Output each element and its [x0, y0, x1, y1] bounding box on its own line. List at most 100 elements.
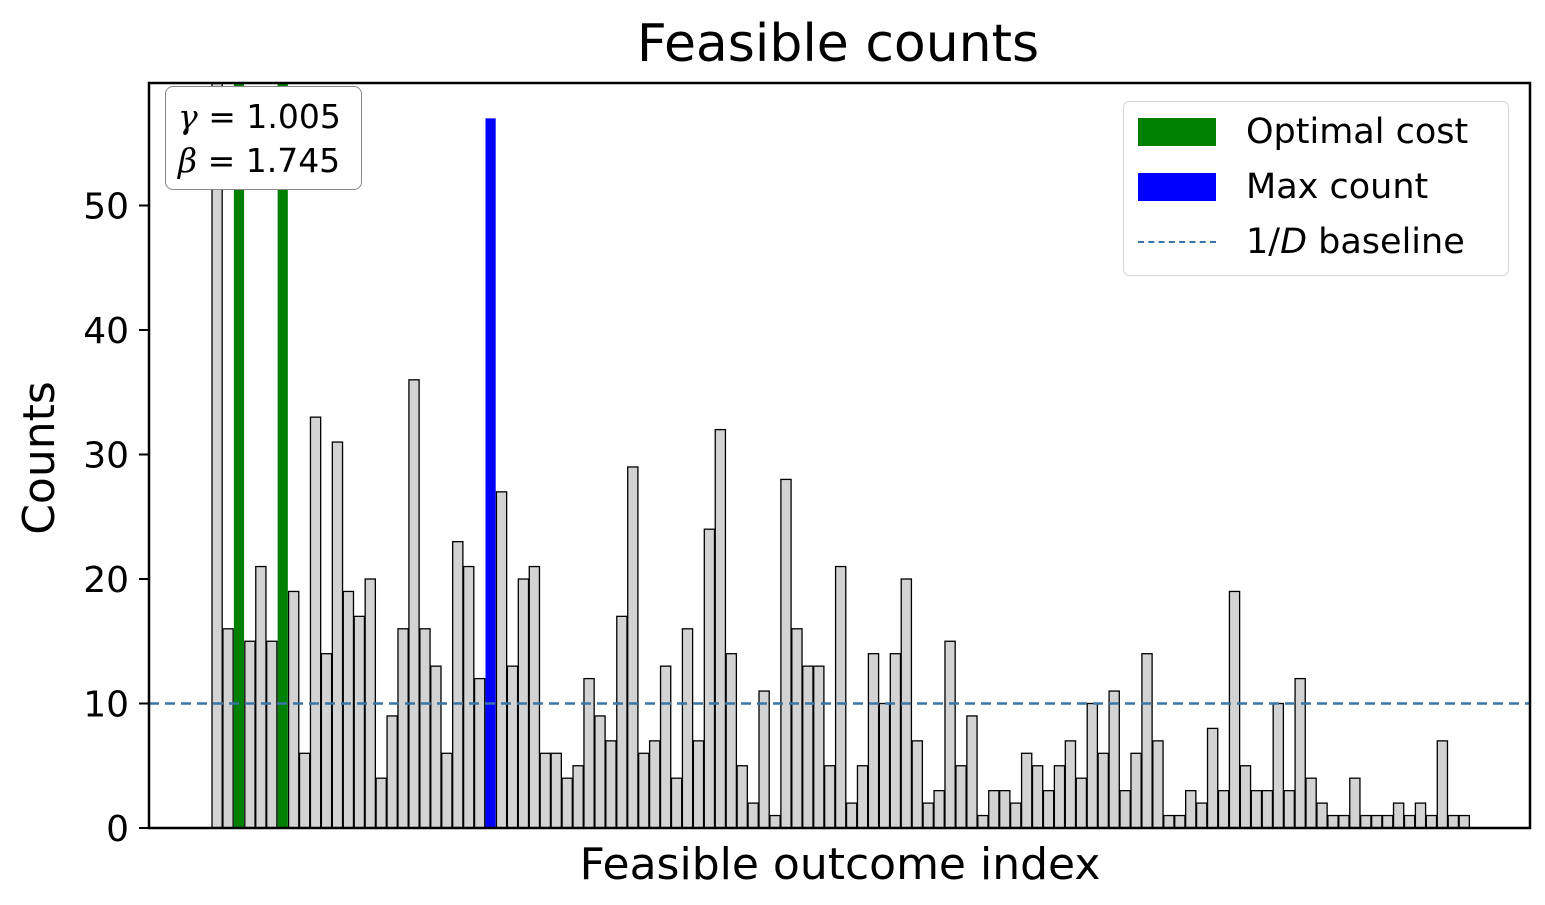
bar-76: [1042, 790, 1055, 829]
bar-75: [1031, 765, 1044, 829]
bar-89: [1185, 790, 1197, 829]
bar-113: [1447, 814, 1460, 829]
bar-111: [1425, 814, 1438, 829]
y-tick-label-20: 20: [83, 560, 129, 601]
bar-17: [397, 628, 409, 829]
y-tick-label-10: 10: [83, 685, 129, 726]
bar-35: [594, 715, 606, 829]
bar-27: [506, 665, 519, 829]
bar-54: [802, 665, 814, 829]
bar-108: [1392, 802, 1405, 829]
legend-swatch-optimal: [1138, 118, 1216, 146]
bar-110: [1414, 802, 1427, 829]
bar-33: [572, 765, 584, 829]
bar-86: [1152, 740, 1164, 829]
legend: Optimal cost Max count 1/D baseline: [1123, 101, 1509, 276]
legend-label-optimal: Optimal cost: [1246, 112, 1469, 152]
bar-9: [309, 416, 322, 829]
bar-90: [1195, 802, 1208, 829]
bar-24: [473, 677, 486, 829]
bar-21: [441, 752, 453, 829]
bar-98: [1283, 790, 1295, 829]
bar-68: [955, 765, 967, 829]
bar-46: [714, 428, 727, 829]
bar-100: [1305, 777, 1317, 829]
bar-47: [725, 653, 738, 829]
bar-60: [867, 653, 880, 829]
bar-79: [1075, 777, 1088, 829]
bar-3: [244, 640, 256, 829]
bar-64: [911, 740, 924, 829]
bar-112: [1436, 740, 1449, 829]
bar-55: [813, 665, 825, 829]
parameter-annotation: γ = 1.005 β = 1.745: [165, 86, 362, 190]
bar-74: [1020, 752, 1033, 829]
bar-65: [922, 802, 934, 829]
bar-2: [233, 83, 245, 828]
bar-84: [1130, 752, 1142, 829]
bar-36: [605, 740, 617, 829]
bar-94: [1239, 765, 1252, 829]
bar-39: [638, 752, 650, 829]
bar-82: [1108, 690, 1120, 829]
bar-29: [528, 565, 541, 829]
y-axis-label: Counts: [14, 381, 65, 535]
bar-73: [1009, 802, 1022, 829]
bar-81: [1097, 752, 1109, 829]
bar-1: [222, 628, 234, 829]
bar-42: [670, 777, 683, 829]
bar-59: [856, 765, 869, 829]
bar-78: [1064, 740, 1077, 829]
bar-52: [780, 478, 792, 829]
bar-105: [1360, 814, 1372, 829]
bar-104: [1349, 777, 1361, 829]
bar-10: [320, 653, 333, 829]
bar-44: [692, 740, 705, 829]
bar-7: [287, 590, 300, 829]
bar-45: [703, 528, 716, 829]
bar-23: [462, 565, 475, 829]
legend-item-optimal: Optimal cost: [1138, 112, 1468, 152]
bar-96: [1261, 790, 1274, 829]
bar-97: [1272, 702, 1285, 829]
legend-swatch-max: [1138, 173, 1216, 201]
bar-53: [791, 628, 803, 829]
beta-annotation: β = 1.745: [178, 141, 341, 180]
bar-87: [1163, 814, 1175, 829]
gamma-annotation: γ = 1.005: [178, 97, 341, 136]
bar-103: [1338, 814, 1350, 829]
bar-43: [681, 628, 694, 829]
bar-61: [878, 702, 891, 829]
bar-18: [408, 379, 420, 829]
bar-19: [419, 628, 431, 829]
bar-12: [342, 590, 355, 829]
bar-107: [1381, 814, 1394, 829]
bar-99: [1294, 677, 1306, 829]
bar-101: [1316, 802, 1328, 829]
bar-67: [944, 640, 956, 829]
bar-15: [375, 777, 387, 829]
bar-34: [583, 677, 595, 829]
bar-70: [977, 814, 989, 829]
legend-label-max: Max count: [1246, 167, 1429, 207]
x-axis-label: Feasible outcome index: [580, 839, 1101, 890]
bar-30: [539, 752, 552, 829]
legend-line-baseline: [1138, 241, 1216, 243]
bar-22: [452, 541, 464, 829]
bar-83: [1119, 790, 1131, 829]
bar-25: [485, 118, 496, 829]
bar-93: [1228, 590, 1241, 829]
bar-71: [988, 790, 1000, 829]
bar-20: [430, 665, 442, 829]
bar-40: [648, 740, 661, 829]
bar-37: [616, 615, 628, 829]
bar-85: [1141, 653, 1153, 829]
bar-109: [1403, 814, 1416, 829]
bar-5: [266, 640, 278, 829]
bar-49: [747, 802, 759, 829]
bar-38: [627, 466, 639, 829]
y-tick-label-40: 40: [83, 311, 129, 352]
bar-57: [834, 565, 847, 829]
bar-0: [211, 82, 223, 829]
